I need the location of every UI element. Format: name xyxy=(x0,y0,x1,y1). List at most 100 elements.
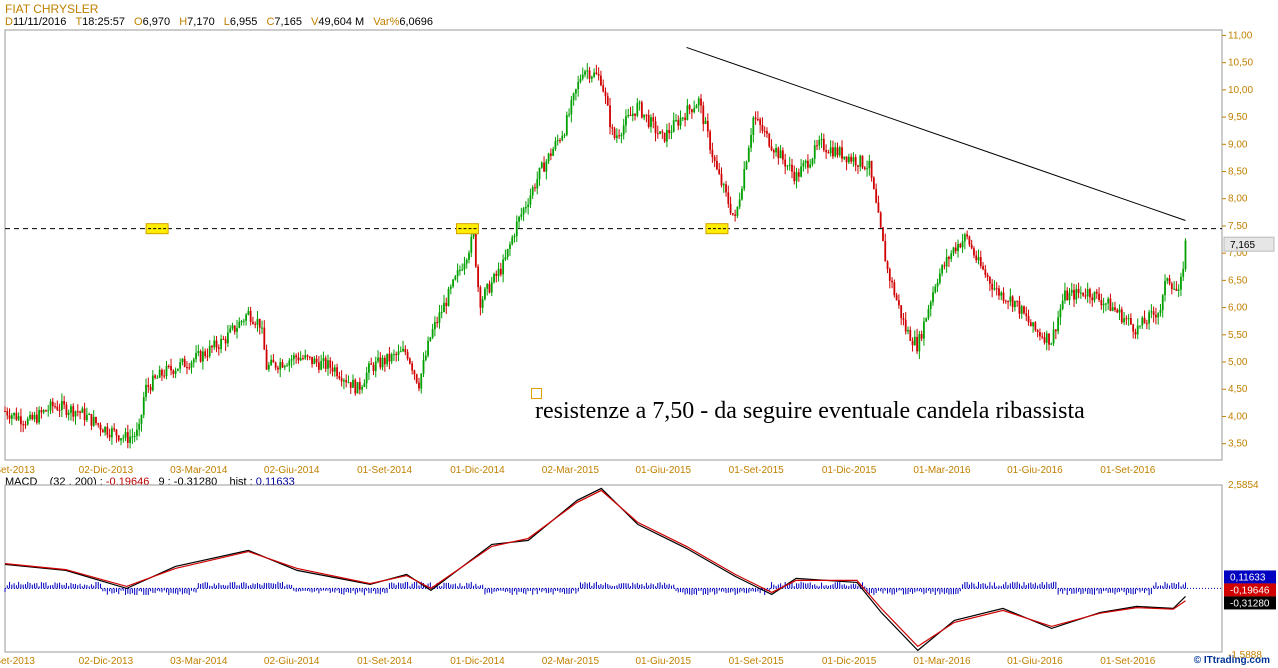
candle-body-293 xyxy=(670,131,673,134)
candle-body-120 xyxy=(277,367,279,370)
candle-body-153 xyxy=(352,379,354,388)
candle-body-224 xyxy=(513,235,516,238)
candle-body-305 xyxy=(697,98,700,106)
candle-body-496 xyxy=(1132,324,1135,332)
candle-body-411 xyxy=(938,273,941,283)
candle-body-318 xyxy=(727,192,730,204)
candle-body-267 xyxy=(611,127,614,129)
candle-body-85 xyxy=(197,351,200,353)
candle-body-77 xyxy=(179,362,182,369)
macd-value-box-0 xyxy=(1224,570,1276,584)
candle-body-245 xyxy=(561,135,564,141)
y-tick-label-7: 7,50 xyxy=(1228,221,1248,232)
candle-body-519 xyxy=(1184,240,1187,269)
candle-body-284 xyxy=(650,117,652,127)
candle-body-456 xyxy=(1041,336,1044,338)
candle-body-74 xyxy=(172,370,175,375)
candle-body-134 xyxy=(308,356,311,358)
candle-body-130 xyxy=(299,358,302,361)
candle-body-289 xyxy=(661,131,664,133)
candle-body-75 xyxy=(174,370,177,375)
candle-body-375 xyxy=(857,165,859,167)
candle-body-485 xyxy=(1107,298,1110,304)
candle-body-309 xyxy=(706,120,709,132)
candle-body-436 xyxy=(995,288,998,290)
candle-body-66 xyxy=(154,375,157,378)
candle-body-230 xyxy=(527,204,530,208)
candle-body-382 xyxy=(872,177,875,190)
candle-body-212 xyxy=(486,283,489,289)
candle-body-243 xyxy=(556,140,559,142)
candle-body-140 xyxy=(322,358,325,362)
y-tick-label-15: 3,50 xyxy=(1228,439,1248,450)
candle-body-30 xyxy=(72,406,75,417)
candle-body-99 xyxy=(229,328,232,333)
candle-body-452 xyxy=(1032,322,1034,327)
macd-x-tick-label-1: 02-Dic-2013 xyxy=(79,656,134,667)
candle-body-52 xyxy=(122,437,125,439)
candle-body-510 xyxy=(1164,280,1166,296)
candle-body-105 xyxy=(242,320,245,322)
candle-body-148 xyxy=(340,378,343,382)
candle-body-513 xyxy=(1170,283,1173,290)
y-tick-label-9: 6,50 xyxy=(1228,275,1248,286)
candle-body-217 xyxy=(497,268,500,276)
candle-body-194 xyxy=(445,302,448,307)
y-tick-label-12: 5,00 xyxy=(1228,357,1248,368)
candle-body-159 xyxy=(365,372,368,384)
candle-body-371 xyxy=(847,156,850,163)
candle-body-226 xyxy=(518,216,520,222)
candle-body-33 xyxy=(79,411,81,413)
candle-body-302 xyxy=(691,109,693,113)
candle-body-469 xyxy=(1070,289,1073,293)
candle-body-211 xyxy=(484,288,486,300)
candle-body-177 xyxy=(406,352,409,359)
candle-body-59 xyxy=(138,423,141,430)
candle-body-149 xyxy=(343,380,345,382)
candle-body-202 xyxy=(463,263,466,270)
candle-body-51 xyxy=(120,438,122,441)
x-tick-label-2: 03-Mar-2014 xyxy=(170,465,228,476)
ohlc-key-4: L xyxy=(223,16,230,28)
candle-body-449 xyxy=(1025,313,1028,317)
candle-body-364 xyxy=(832,147,834,157)
candle-body-150 xyxy=(345,380,348,383)
candle-body-264 xyxy=(604,91,607,97)
candle-body-401 xyxy=(916,336,918,352)
price-panel xyxy=(4,29,1223,461)
candle-body-360 xyxy=(822,138,825,151)
candle-body-430 xyxy=(982,266,984,270)
macd-x-tick-label-3: 02-Giu-2014 xyxy=(264,656,320,667)
candle-body-506 xyxy=(1155,314,1157,318)
candle-body-114 xyxy=(263,327,266,350)
x-tick-label-4: 01-Set-2014 xyxy=(357,465,412,476)
candle-body-367 xyxy=(838,147,841,156)
candle-body-48 xyxy=(113,428,116,430)
candle-body-424 xyxy=(968,236,971,245)
candle-body-408 xyxy=(932,292,934,303)
candle-body-241 xyxy=(552,148,555,156)
candle-body-486 xyxy=(1109,298,1112,311)
candle-body-463 xyxy=(1057,317,1060,332)
candle-body-491 xyxy=(1120,309,1123,323)
macd-y-tick-label-1: -1,5888 xyxy=(1228,650,1262,661)
candle-body-427 xyxy=(975,255,978,261)
candle-body-306 xyxy=(700,98,702,106)
candle-body-80 xyxy=(186,367,188,369)
candle-body-329 xyxy=(752,117,755,135)
x-tick-label-10: 01-Mar-2016 xyxy=(913,465,971,476)
candle-body-376 xyxy=(859,155,862,167)
candle-body-225 xyxy=(515,221,518,236)
candle-body-268 xyxy=(613,128,616,138)
candle-body-193 xyxy=(443,302,445,313)
candle-body-464 xyxy=(1059,308,1062,318)
candle-body-11 xyxy=(29,414,31,419)
candle-body-128 xyxy=(295,355,298,358)
candle-body-244 xyxy=(559,140,561,142)
candle-body-7 xyxy=(20,416,22,425)
candle-body-509 xyxy=(1161,295,1164,310)
candle-body-165 xyxy=(379,357,382,368)
candle-body-269 xyxy=(615,135,618,138)
candle-body-228 xyxy=(522,208,525,215)
candle-body-312 xyxy=(713,157,716,161)
